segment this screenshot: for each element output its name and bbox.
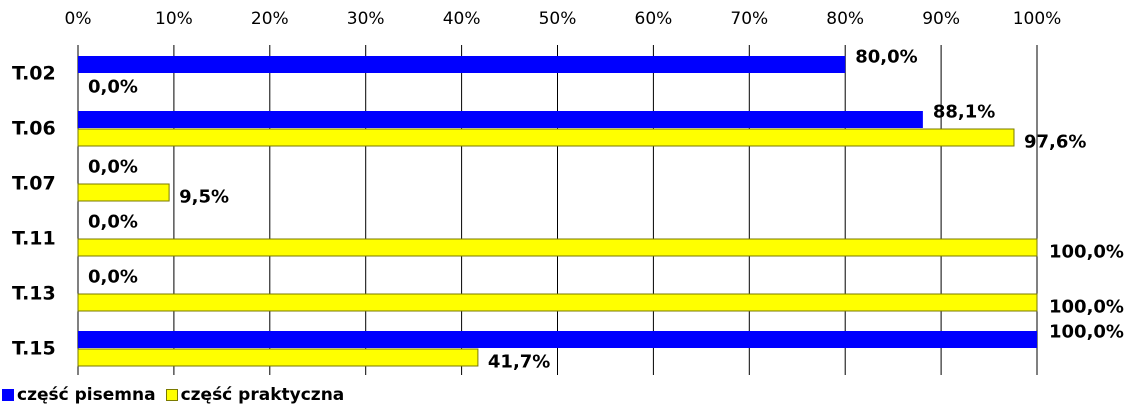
- bar: [77, 293, 1038, 312]
- category-label: T.07: [12, 173, 56, 195]
- category-label: T.06: [12, 118, 56, 140]
- x-tick-label: 40%: [443, 9, 481, 29]
- data-label: 88,1%: [933, 102, 995, 123]
- x-tick-label: 90%: [922, 9, 960, 29]
- gridlines: [77, 45, 1038, 375]
- legend-item-praktyczna: część praktyczna: [165, 385, 345, 405]
- x-axis-tick-labels: 0% 10% 20% 30% 40% 50% 60% 70% 80% 90% 100%: [65, 9, 1062, 29]
- bar: [77, 238, 1038, 257]
- bar: [78, 331, 1037, 348]
- x-tick-label: 0%: [65, 9, 92, 29]
- x-tick-label: 70%: [730, 9, 768, 29]
- data-labels: 80,0% 88,1% 0,0% 0,0% 0,0% 100,0% 0,0% 97,6% 9,5…: [88, 47, 1124, 373]
- category-label: T.02: [12, 63, 56, 85]
- bars: [77, 56, 1038, 367]
- bar: [77, 183, 170, 202]
- category-label: T.15: [12, 338, 56, 360]
- legend-label-pisemna: część pisemna: [17, 385, 156, 405]
- legend-swatch-praktyczna: [165, 389, 178, 401]
- category-label: T.11: [12, 228, 56, 250]
- bar-chart: 0% 10% 20% 30% 40% 50% 60% 70% 80% 90% 100% T.02T.…: [12, 9, 1124, 375]
- bar: [77, 128, 1015, 147]
- category-labels: T.02 T.06 T.07 T.11 T.13 T.15: [12, 63, 56, 360]
- x-tick-label: 30%: [347, 9, 385, 29]
- legend-item-pisemna: część pisemna: [2, 385, 156, 405]
- bar: [78, 56, 846, 73]
- data-label: 100,0%: [1049, 322, 1124, 343]
- x-tick-label: 60%: [635, 9, 673, 29]
- data-label: 0,0%: [88, 267, 138, 288]
- data-label: 100,0%: [1049, 242, 1124, 263]
- legend-swatch-pisemna: [2, 389, 14, 401]
- category-label: T.13: [12, 283, 56, 305]
- data-label: 97,6%: [1024, 132, 1086, 153]
- legend: część pisemna część praktyczna: [2, 385, 354, 405]
- legend-label-praktyczna: część praktyczna: [180, 385, 345, 405]
- data-label: 9,5%: [179, 187, 229, 208]
- x-tick-label: 80%: [826, 9, 864, 29]
- data-label: 0,0%: [88, 157, 138, 178]
- x-tick-label: 10%: [155, 9, 193, 29]
- x-tick-label: 100%: [1013, 9, 1062, 29]
- bar: [77, 348, 479, 367]
- x-tick-label: 50%: [539, 9, 577, 29]
- x-tick-label: 20%: [251, 9, 289, 29]
- data-label: 41,7%: [488, 352, 550, 373]
- bar: [78, 111, 923, 128]
- data-label: 80,0%: [855, 47, 917, 68]
- data-label: 0,0%: [88, 77, 138, 98]
- data-label: 100,0%: [1049, 297, 1124, 318]
- data-label: 0,0%: [88, 212, 138, 233]
